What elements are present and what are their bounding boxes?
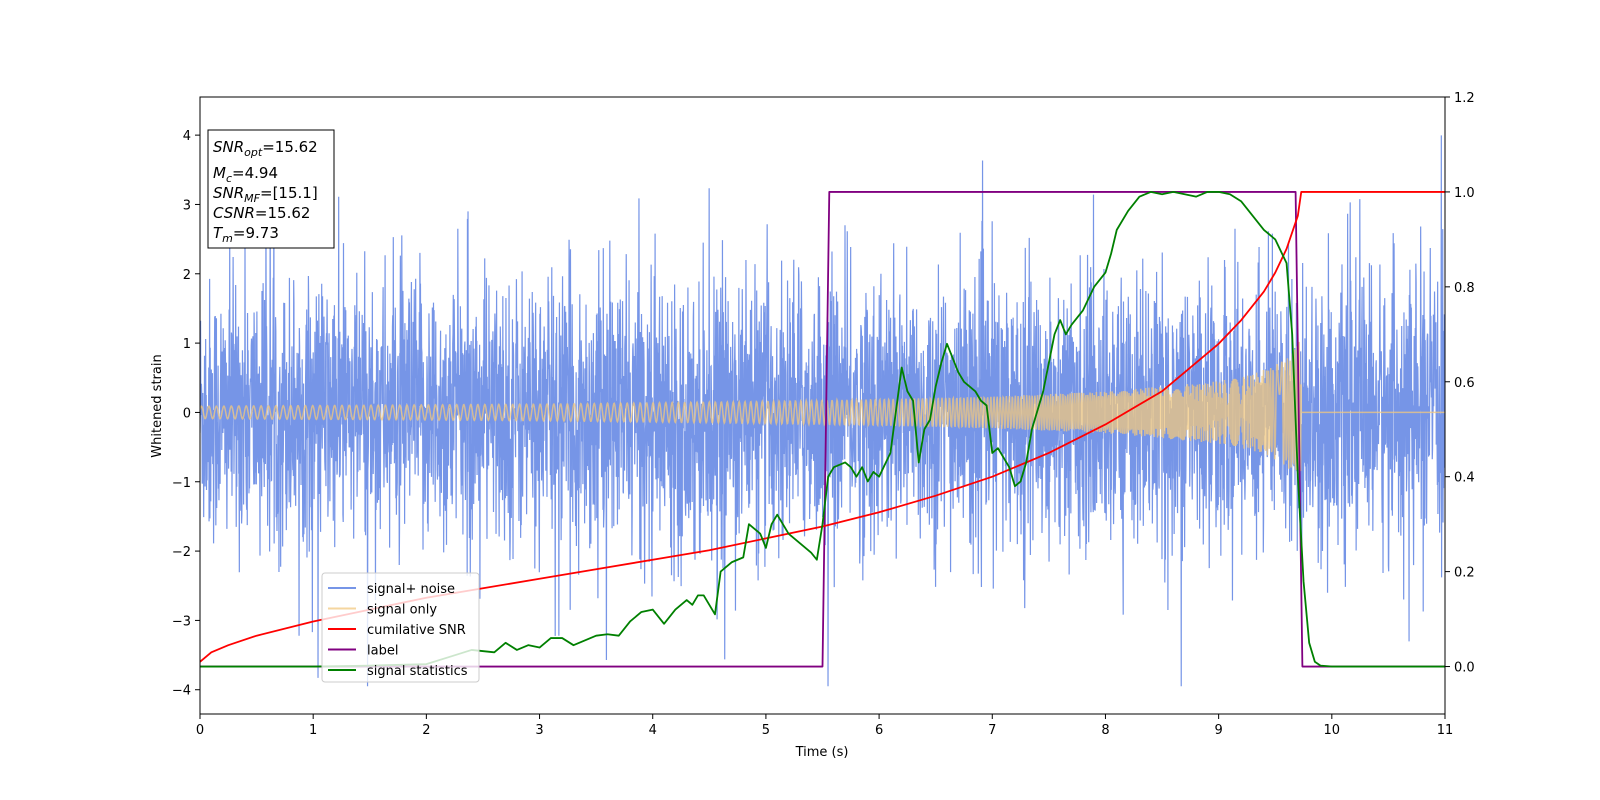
info-mc: Mc=4.94 [213,164,278,185]
info-snr-mf-sub: MF [244,192,260,205]
x-tick-label: 7 [988,723,996,738]
info-snr-opt-sym: SNR [213,138,244,156]
y-left-tick-label: −1 [172,476,191,491]
y-axis-title: Whitened strain [150,354,165,457]
y-left-tick-label: 1 [183,337,191,352]
y-left-tick-label: −2 [172,545,191,560]
info-box-frame [207,129,335,249]
x-tick-label: 9 [1214,723,1222,738]
legend: signal+ noise signal only cumilative SNR la… [321,572,480,683]
x-axis-title: Time (s) [795,745,849,760]
y-right-tick-label: 1.2 [1454,91,1475,106]
info-csnr: CSNR=15.62 [213,204,310,222]
y-axis-right: 0.0 0.2 0.4 0.6 0.8 1.0 1.2 [1445,91,1475,676]
x-tick-label: 4 [649,723,657,738]
x-tick-label: 2 [422,723,430,738]
info-tm-sym: T [213,224,224,242]
legend-label: signal statistics [367,664,468,679]
y-right-tick-label: 0.2 [1454,566,1475,581]
x-tick-label: 5 [762,723,770,738]
y-axis-left: −4 −3 −2 −1 0 1 2 3 4 [172,129,200,699]
series-signal-statistics-line [200,191,1445,668]
info-snr-mf: SNRMF=[15.1] [213,184,318,205]
info-snr-opt-sub: opt [244,146,263,159]
info-snr-mf-value: =[15.1] [260,184,318,202]
legend-label: cumilative SNR [367,623,466,638]
x-tick-label: 6 [875,723,883,738]
info-tm-sub: m [222,232,233,245]
info-snr-opt: SNRopt=15.62 [213,138,318,159]
y-right-tick-label: 0.8 [1454,281,1475,296]
info-mc-value: =4.94 [232,164,278,182]
x-tick-label: 11 [1437,723,1454,738]
info-mc-sub: c [226,172,232,185]
info-mc-sym: M [213,164,226,182]
info-csnr-sym: CSNR [213,204,255,222]
x-tick-label: 0 [196,723,204,738]
series-signal-only-line [200,341,1445,474]
legend-frame [321,572,480,683]
legend-label: signal only [367,603,437,618]
y-right-tick-label: 0.6 [1454,376,1475,391]
x-tick-label: 8 [1101,723,1109,738]
legend-label: label [367,644,398,659]
info-snr-opt-value: =15.62 [262,138,318,156]
info-csnr-value: =15.62 [255,204,311,222]
x-tick-label: 3 [535,723,543,738]
x-axis: 0 1 2 3 4 5 6 7 8 9 10 11 [196,714,1453,738]
y-left-tick-label: 0 [183,406,191,421]
plot-frame [199,96,1446,715]
info-tm-value: =9.73 [233,224,279,242]
y-left-tick-label: −4 [172,684,191,699]
y-left-tick-label: 3 [183,198,191,213]
y-right-tick-label: 0.0 [1454,661,1475,676]
y-right-tick-label: 0.4 [1454,471,1475,486]
info-box: SNRopt=15.62 Mc=4.94 SNRMF=[15.1] CSNR=1… [207,129,335,249]
info-snr-mf-sym: SNR [213,184,244,202]
y-right-tick-label: 1.0 [1454,186,1475,201]
y-left-tick-label: 2 [183,268,191,283]
x-tick-label: 1 [309,723,317,738]
legend-label: signal+ noise [367,582,455,597]
y-left-tick-label: −3 [172,614,191,629]
y-left-tick-label: 4 [183,129,191,144]
info-tm: Tm=9.73 [213,224,279,245]
x-tick-label: 10 [1324,723,1341,738]
